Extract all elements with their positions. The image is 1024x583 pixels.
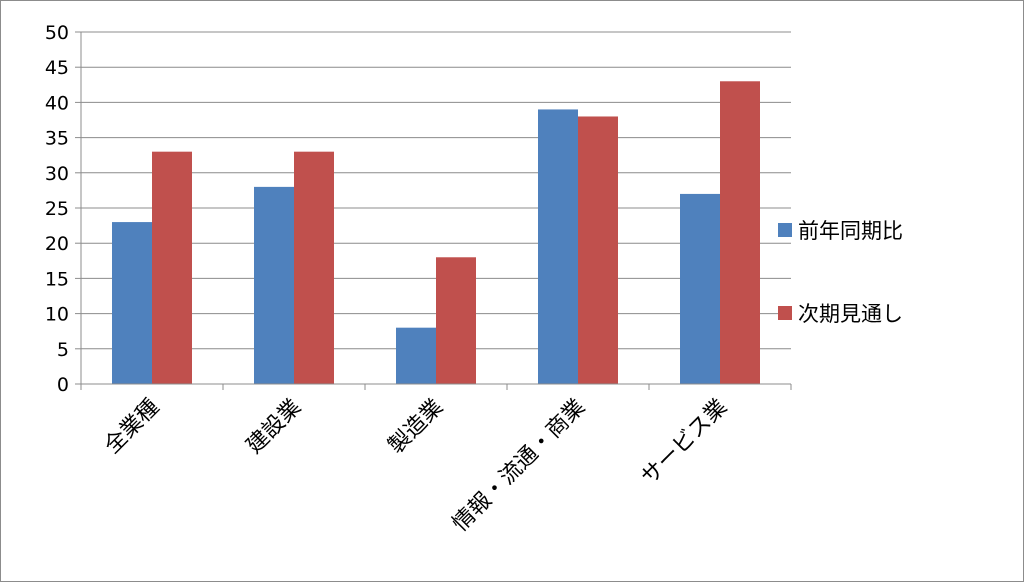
x-category-label: 製造業 [384,395,448,459]
x-category-label: 情報・流通・商業 [448,395,590,537]
axes [80,32,792,390]
legend-label: 次期見通し [798,302,903,326]
bars [112,81,760,384]
y-tick-label: 30 [45,163,69,185]
bar-series1 [112,222,152,384]
bar-series2 [436,257,476,384]
bar-series1 [680,193,720,384]
y-tick-label: 10 [45,304,69,326]
x-axis-categories: 全業種 建設業 製造業 情報・流通・商業 サービス業 [100,395,732,537]
y-tick-label: 25 [45,198,69,220]
y-tick-label: 0 [57,374,69,396]
y-tick-label: 5 [57,339,69,361]
y-tick-label: 40 [45,92,69,114]
bar-series2 [152,151,192,384]
bar-series2 [294,151,334,384]
bar-series1 [396,327,436,384]
y-tick-label: 15 [45,268,69,290]
y-tick-label: 35 [45,128,69,150]
legend-label: 前年同期比 [798,219,903,243]
x-category-label: 建設業 [242,395,306,459]
y-tick-label: 20 [45,233,69,255]
bar-series1 [538,109,578,384]
y-tick-label: 45 [45,57,69,79]
y-tick-label: 50 [45,22,69,44]
legend-swatch [778,306,792,320]
bar-series2 [578,116,618,384]
x-category-label: 全業種 [100,395,164,459]
bar-series2 [720,81,760,384]
legend-swatch [778,223,792,237]
y-axis-ticks: 0 5 10 15 20 25 30 35 40 45 50 [45,22,69,396]
bar-series1 [254,186,294,384]
x-category-label: サービス業 [637,395,732,490]
